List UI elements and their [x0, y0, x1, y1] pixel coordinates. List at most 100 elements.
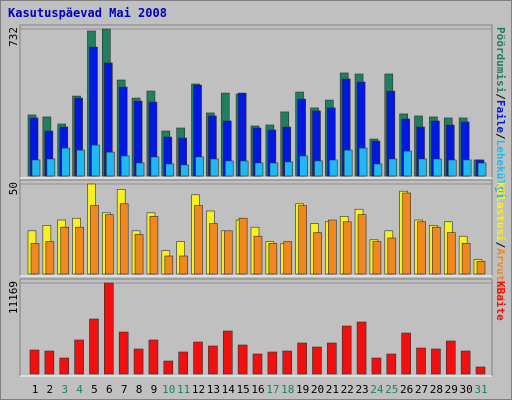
- bar: [328, 219, 337, 275]
- bar: [46, 158, 56, 177]
- x-tick-label: 3: [61, 383, 68, 396]
- x-tick-label: 4: [76, 383, 83, 396]
- bar: [356, 321, 367, 375]
- bar: [313, 232, 322, 275]
- legend-entry: Arvuteid: [494, 248, 507, 301]
- x-tick-label: 22: [341, 383, 354, 396]
- bar: [31, 159, 41, 177]
- bar: [180, 164, 189, 177]
- legend: Pöördumisi/Faile/Lehekülgi: [494, 27, 507, 200]
- x-tick-label: 12: [192, 383, 205, 396]
- bar: [90, 205, 99, 275]
- x-tick-label: 27: [415, 383, 428, 396]
- bar: [372, 241, 382, 275]
- x-tick-label: 16: [251, 383, 264, 396]
- bar: [477, 162, 487, 177]
- bar: [30, 243, 40, 275]
- bar: [402, 192, 411, 275]
- bar: [462, 159, 472, 177]
- bar: [269, 162, 279, 177]
- bar: [164, 255, 174, 275]
- bar: [401, 332, 411, 375]
- x-tick-label: 20: [311, 383, 324, 396]
- bar: [223, 230, 233, 275]
- bar: [179, 255, 188, 275]
- bar: [343, 149, 353, 177]
- bar: [373, 163, 383, 177]
- bar: [106, 151, 115, 177]
- bar: [239, 160, 249, 177]
- bar: [165, 163, 175, 177]
- x-tick-label: 29: [445, 383, 458, 396]
- bar: [403, 150, 412, 177]
- legend-entry: KBaite: [494, 281, 507, 321]
- bar: [210, 158, 219, 177]
- bar: [148, 339, 159, 375]
- bar: [134, 234, 144, 275]
- bar: [445, 340, 456, 375]
- chart-title: Kasutuspäevad Mai 2008: [8, 6, 167, 20]
- x-tick-label: 13: [207, 383, 220, 396]
- x-tick-label: 28: [430, 383, 443, 396]
- bar: [253, 235, 263, 275]
- legend: Külastusi/Arvuteid: [494, 182, 507, 301]
- bar: [388, 158, 398, 177]
- bar: [149, 216, 159, 275]
- bar: [284, 161, 294, 177]
- bar: [135, 162, 145, 177]
- bar: [297, 342, 307, 375]
- bar: [120, 155, 130, 177]
- x-tick-label: 14: [222, 383, 236, 396]
- bar: [178, 351, 188, 375]
- x-tick-label: 9: [151, 383, 158, 396]
- x-tick-label: 21: [326, 383, 339, 396]
- bar: [371, 357, 382, 375]
- x-tick-label: 24: [370, 383, 384, 396]
- bar: [460, 350, 471, 375]
- bar: [238, 217, 248, 275]
- bar: [163, 360, 174, 375]
- bar: [431, 348, 441, 375]
- bar: [299, 155, 308, 177]
- x-tick-label: 7: [121, 383, 128, 396]
- x-tick-label: 17: [266, 383, 279, 396]
- bar: [76, 149, 85, 177]
- bar: [75, 226, 84, 275]
- x-tick-label: 2: [47, 383, 54, 396]
- legend: KBaite: [494, 281, 507, 321]
- y-tick-label: 732: [7, 27, 20, 47]
- bar: [74, 339, 84, 375]
- legend-entry: Külastusi: [494, 182, 507, 242]
- bar: [45, 241, 55, 275]
- bar: [475, 366, 486, 375]
- legend-entry: Pöördumisi: [494, 27, 507, 94]
- bar: [224, 160, 234, 177]
- bar: [342, 221, 352, 275]
- bar: [91, 144, 100, 177]
- x-tick-label: 10: [162, 383, 175, 396]
- bar: [209, 223, 218, 275]
- bar: [29, 349, 40, 375]
- x-tick-label: 23: [355, 383, 368, 396]
- x-tick-label: 1: [32, 383, 39, 396]
- legend-separator: /: [494, 242, 507, 249]
- x-tick-label: 6: [106, 383, 113, 396]
- bar: [298, 205, 307, 275]
- x-tick-label: 30: [460, 383, 473, 396]
- y-tick-label: 11169: [7, 281, 20, 314]
- bar: [282, 350, 293, 375]
- bar: [150, 156, 160, 177]
- x-tick-label: 31: [474, 383, 487, 396]
- x-tick-label: 8: [136, 383, 143, 396]
- bar: [461, 243, 471, 275]
- bar: [327, 342, 337, 375]
- bar: [417, 221, 426, 275]
- bar: [254, 162, 264, 177]
- bar: [118, 331, 129, 375]
- bar: [283, 241, 293, 275]
- bar: [119, 203, 129, 275]
- bar: [432, 226, 441, 275]
- bar: [418, 158, 427, 177]
- bar: [133, 348, 144, 375]
